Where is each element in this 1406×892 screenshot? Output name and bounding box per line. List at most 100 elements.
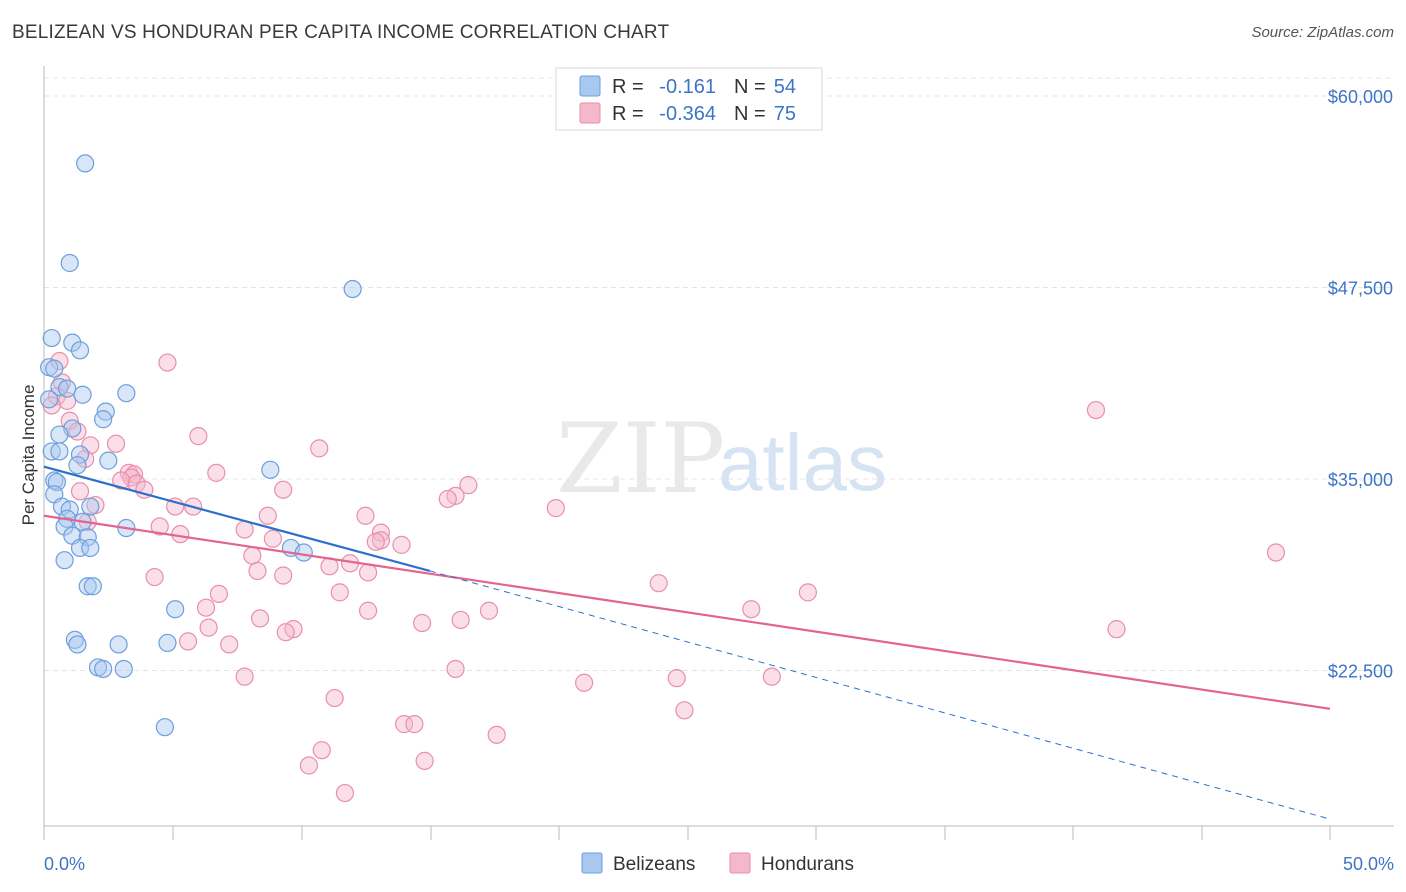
belizean-point-19: [70, 445, 90, 464]
honduran-point-51: [209, 584, 228, 604]
honduran-point-35: [171, 525, 190, 544]
legend-n-label-belizeans: N =: [734, 76, 766, 98]
honduran-point-14: [207, 463, 226, 482]
trend-lines: [43, 465, 1331, 820]
honduran-point-50: [798, 583, 817, 602]
honduran-point-68: [667, 669, 686, 688]
honduran-point-23: [70, 482, 90, 501]
honduran-point-11: [81, 436, 100, 455]
grid-lines: [44, 77, 1394, 671]
honduran-point-30: [356, 506, 375, 525]
watermark-zip: ZIP: [556, 403, 725, 515]
bottom-legend: Belizeans Hondurans: [581, 852, 854, 875]
belizean-point-45: [109, 635, 128, 654]
bottom-legend-label-hondurans: Hondurans: [761, 854, 854, 875]
belizean-point-42: [166, 600, 185, 619]
legend-n-label-hondurans: N =: [734, 103, 766, 125]
belizean-point-3: [42, 328, 61, 348]
honduran-point-10: [106, 434, 126, 453]
honduran-point-48: [1266, 543, 1286, 562]
honduran-point-44: [248, 561, 267, 581]
belizean-point-48: [94, 659, 113, 679]
belizean-point-1: [60, 253, 79, 273]
belizean-point-21: [68, 456, 87, 475]
belizean-point-35: [70, 538, 90, 558]
honduran-point-8: [68, 422, 87, 441]
honduran-point-45: [358, 563, 378, 582]
honduran-point-53: [196, 598, 216, 617]
honduran-point-18: [112, 471, 131, 490]
honduran-point-36: [371, 523, 391, 542]
belizean-point-4: [63, 333, 82, 352]
belizean-point-46: [158, 633, 177, 653]
belizean-point-10: [73, 385, 92, 404]
y-tick-label-2: $47,500: [1328, 279, 1393, 299]
honduran-point-40: [392, 535, 411, 554]
honduran-point-77: [415, 751, 434, 770]
honduran-point-59: [412, 613, 432, 633]
honduran-point-56: [742, 600, 761, 619]
honduran-point-29: [546, 499, 565, 518]
belizean-point-2: [343, 279, 362, 299]
honduran-point-39: [366, 532, 385, 551]
honduran-point-57: [250, 609, 270, 628]
y-tick-label-0: $22,500: [1328, 662, 1393, 682]
axes: [43, 66, 1394, 840]
legend: R = -0.161 N = 54 R = -0.364 N = 75: [555, 67, 823, 131]
y-axis-label: Per Capita Income: [19, 385, 38, 526]
belizean-point-12: [40, 390, 59, 409]
belizean-point-0: [76, 154, 95, 173]
honduran-point-65: [220, 635, 239, 654]
belizean-point-9: [58, 379, 77, 398]
honduran-point-75: [487, 725, 506, 744]
honduran-point-12: [310, 439, 329, 458]
legend-r-value-hondurans: -0.364: [659, 103, 716, 125]
honduran-point-52: [330, 583, 349, 602]
belizean-point-16: [50, 425, 69, 444]
belizean-point-40: [78, 577, 97, 596]
chart-title: BELIZEAN VS HONDURAN PER CAPITA INCOME C…: [12, 22, 670, 43]
legend-r-label-hondurans: R =: [612, 103, 644, 125]
belizean-point-36: [81, 538, 100, 558]
x-tick-label-max: 50.0%: [1343, 854, 1394, 874]
honduran-point-37: [263, 529, 283, 548]
honduran-point-20: [459, 476, 478, 495]
x-tick-label-min: 0.0%: [44, 854, 85, 874]
belizean-points: [40, 154, 362, 737]
honduran-point-78: [299, 756, 319, 775]
legend-swatch-belizeans: [579, 75, 601, 97]
honduran-point-79: [335, 783, 355, 803]
honduran-point-25: [438, 489, 457, 509]
legend-r-label-belizeans: R =: [612, 76, 644, 98]
belizean-point-28: [81, 497, 100, 516]
honduran-point-6: [1086, 400, 1106, 420]
honduran-point-49: [649, 574, 668, 593]
honduran-point-73: [394, 715, 414, 734]
belizean-point-14: [94, 410, 113, 429]
honduran-point-64: [178, 632, 198, 651]
watermark-atlas: atlas: [718, 418, 887, 507]
belizean-trend-line: [43, 465, 431, 572]
chart-source: Source: ZipAtlas.com: [1251, 24, 1394, 41]
y-tick-label-3: $60,000: [1328, 87, 1393, 107]
belizean-point-8: [50, 377, 69, 397]
honduran-point-22: [274, 480, 293, 499]
belizean-point-44: [68, 635, 87, 654]
belizean-point-11: [117, 384, 136, 403]
honduran-point-47: [145, 567, 164, 587]
legend-n-value-belizeans: 54: [774, 76, 796, 98]
legend-n-value-hondurans: 75: [774, 103, 796, 125]
legend-swatch-hondurans: [579, 102, 601, 124]
honduran-point-72: [675, 701, 694, 720]
belizean-point-39: [55, 551, 74, 570]
belizean-trend-extension: [429, 570, 1331, 820]
honduran-point-55: [479, 601, 499, 620]
bottom-legend-swatch-hondurans: [729, 852, 751, 874]
honduran-point-60: [199, 618, 218, 637]
honduran-point-31: [258, 506, 277, 525]
honduran-point-70: [575, 673, 594, 692]
belizean-point-18: [50, 442, 69, 461]
bottom-legend-swatch-belizeans: [581, 852, 603, 874]
honduran-point-9: [189, 427, 208, 446]
honduran-point-62: [276, 623, 295, 642]
